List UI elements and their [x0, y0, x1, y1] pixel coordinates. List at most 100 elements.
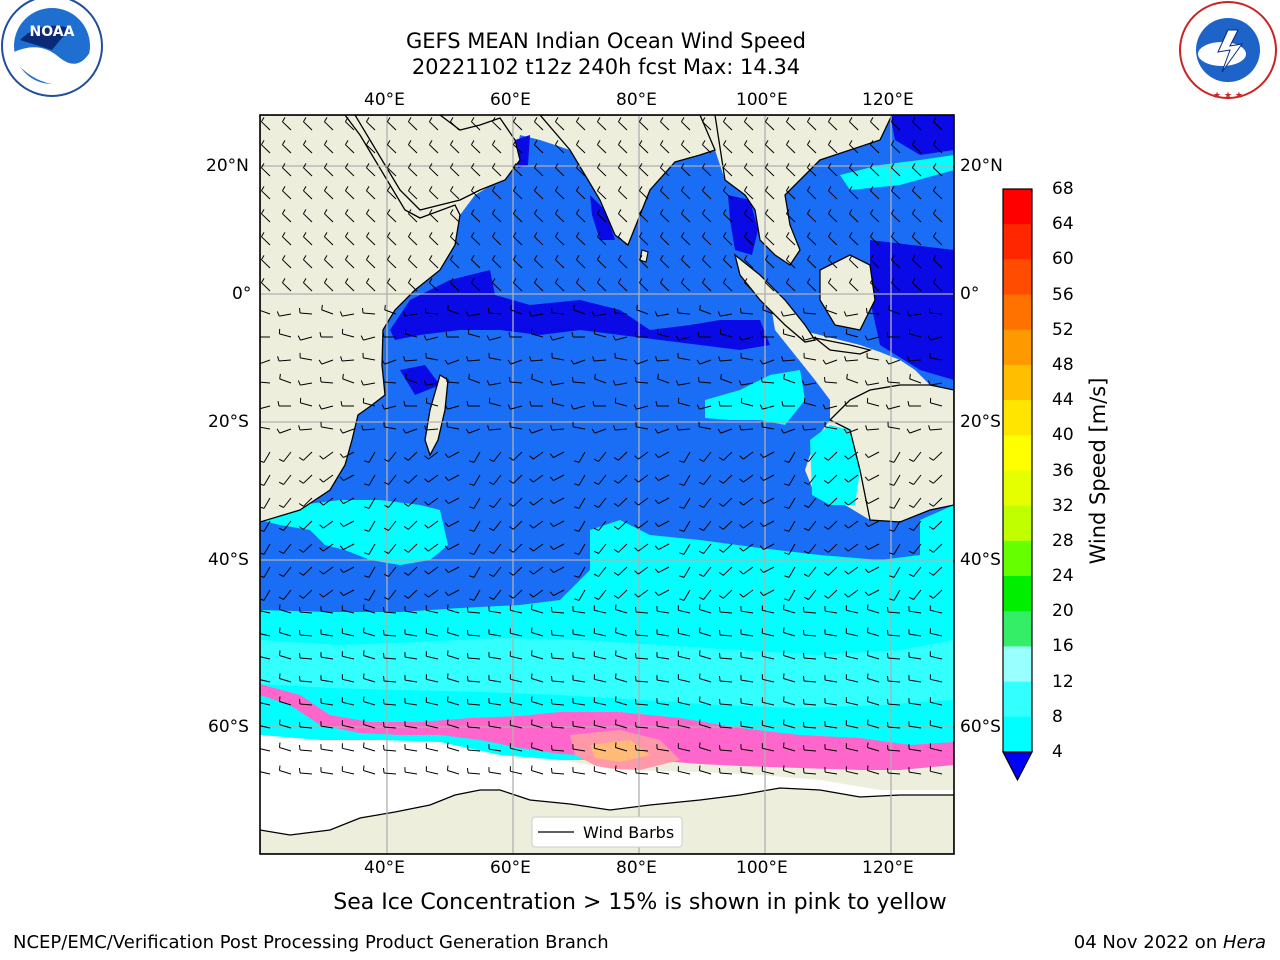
wind-barb-flag	[298, 572, 304, 576]
wind-barb	[368, 543, 376, 555]
wind-barb-flag	[638, 186, 643, 191]
wind-barb	[909, 748, 922, 752]
wind-barb	[513, 282, 523, 292]
wind-barb	[366, 190, 376, 200]
wind-barb-flag	[865, 425, 868, 431]
wind-barb	[303, 236, 313, 246]
wind-barb	[678, 770, 691, 775]
wind-barb	[744, 236, 754, 246]
wind-barb-flag	[866, 307, 868, 314]
wind-barb-flag	[759, 499, 764, 504]
wind-barb	[893, 566, 901, 578]
wind-barb	[467, 359, 481, 362]
wind-barb-flag	[467, 629, 469, 636]
wind-barb-flag	[635, 629, 637, 636]
wind-barb-flag	[843, 311, 847, 317]
wind-barb	[681, 167, 691, 177]
wind-barb-flag	[784, 483, 790, 486]
wind-barb	[489, 336, 502, 341]
wind-barb	[283, 589, 292, 600]
wind-barb	[867, 655, 880, 660]
wind-barb-flag	[551, 307, 553, 314]
colorbar-segment	[1003, 611, 1032, 647]
wind-barb	[343, 589, 355, 597]
wind-barb-flag	[319, 524, 324, 529]
wind-barb-flag	[680, 278, 685, 283]
wind-barb	[468, 378, 481, 384]
wind-barb	[363, 382, 376, 386]
wind-barb	[762, 724, 775, 729]
wind-barb-flag	[386, 255, 391, 260]
wind-barb-flag	[508, 480, 514, 484]
wind-barb-flag	[717, 428, 722, 434]
wind-barb	[534, 144, 544, 154]
wind-barb	[471, 121, 481, 131]
wind-barb-flag	[759, 359, 764, 365]
wind-barb-flag	[844, 547, 849, 552]
wind-barb-flag	[323, 163, 328, 168]
wind-barb-flag	[803, 652, 805, 659]
wind-barb-flag	[551, 606, 553, 613]
wind-barb-flag	[596, 278, 601, 283]
wind-barb	[263, 589, 271, 601]
wind-barb	[489, 679, 502, 683]
wind-barb	[702, 167, 712, 177]
wind-barb	[513, 451, 523, 461]
wind-barb-flag	[613, 480, 619, 484]
wind-barb	[447, 701, 460, 706]
wind-barb-flag	[364, 483, 370, 486]
wind-barb	[660, 236, 670, 246]
wind-barb-flag	[638, 140, 643, 145]
wind-barb	[849, 121, 859, 131]
wind-barb-flag	[654, 499, 659, 504]
wind-barb-flag	[844, 401, 847, 407]
wind-barb	[387, 190, 397, 200]
wind-barb	[261, 144, 271, 154]
wind-barb	[930, 701, 943, 706]
wind-barb	[683, 474, 691, 486]
wind-barb	[578, 474, 586, 486]
wind-barb	[598, 451, 607, 462]
wind-barb-flag	[889, 483, 895, 486]
wind-barb	[343, 451, 355, 459]
wind-barb-flag	[890, 255, 895, 260]
wind-barb	[323, 451, 334, 460]
wind-barb-flag	[281, 140, 286, 145]
wind-barb-flag	[575, 186, 580, 191]
wind-barb-flag	[383, 504, 389, 508]
wind-barb-flag	[365, 209, 370, 214]
wind-barb-flag	[365, 163, 370, 168]
wind-barb-flag	[659, 255, 664, 260]
wind-barb	[279, 428, 292, 434]
wind-barb-flag	[364, 575, 370, 578]
wind-barb	[719, 634, 733, 637]
wind-barb-flag	[928, 425, 931, 431]
noaa-logo-text: NOAA	[30, 24, 75, 40]
wind-barb-flag	[679, 506, 685, 509]
wind-barb	[638, 589, 649, 598]
wind-barb	[933, 190, 943, 200]
wind-barb-flag	[574, 575, 580, 578]
wind-barb	[447, 359, 460, 365]
wind-barb-flag	[257, 332, 258, 337]
wind-barb	[489, 748, 502, 752]
wind-barb-flag	[529, 501, 534, 506]
wind-barb	[489, 702, 502, 706]
wind-8-12-central	[705, 370, 805, 425]
wind-barb-flag	[698, 376, 700, 383]
wind-barb	[699, 632, 712, 637]
wind-barb-flag	[299, 652, 301, 659]
wind-barb	[450, 190, 460, 200]
wind-barb	[388, 520, 397, 531]
wind-barb	[282, 213, 292, 223]
wind-barb	[678, 382, 691, 386]
wind-barb	[828, 213, 838, 223]
wind-barb	[366, 144, 376, 154]
wind-barb-flag	[612, 335, 616, 341]
wind-barb	[343, 497, 355, 505]
wind-barb-flag	[467, 606, 469, 613]
wind-barb	[279, 632, 292, 637]
wind-barb-flag	[470, 278, 475, 283]
wind-barb-flag	[593, 504, 599, 508]
wind-barb	[741, 357, 754, 361]
